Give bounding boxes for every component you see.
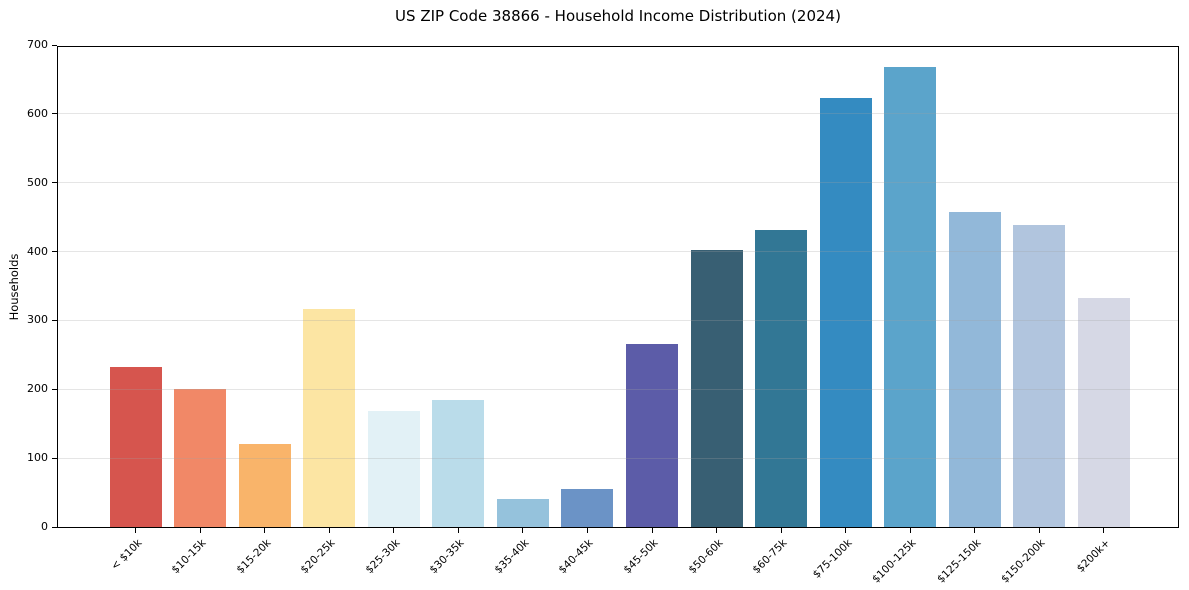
x-tick-mark [264,528,266,533]
bar-$50-60k [690,250,743,527]
y-tick-label: 300 [27,313,48,327]
x-tick-mark [716,528,718,533]
x-tick-mark [328,528,330,533]
y-axis-label: Households [7,253,21,321]
gridline-y-100 [58,457,1178,459]
bar-$200k+ [1077,298,1130,527]
gridline-y-200 [58,388,1178,390]
x-tick-mark [845,528,847,533]
y-tick-mark [52,388,57,390]
x-tick-mark [393,528,395,533]
bar-$45-50k [626,343,679,527]
bar-$35-40k [496,499,549,527]
bar-$25-30k [367,411,420,527]
plot-area: 0 100 200 300 400 500 600 700 < $10k $10-15k $15-2… [27,38,1179,586]
gridline-y-400 [58,251,1178,253]
x-tick-mark [457,528,459,533]
gridline-y-300 [58,319,1178,321]
y-tick-label: 400 [27,244,48,258]
y-tick-label: 600 [27,106,48,120]
y-tick-mark [52,44,57,46]
bar-$75-100k [819,98,872,527]
x-tick-mark [199,528,201,533]
bar-$30-35k [432,399,485,527]
gridline-y-600 [58,113,1178,115]
x-tick-mark [1103,528,1105,533]
bar-$60-75k [755,230,808,527]
y-tick-mark [52,251,57,253]
x-tick-mark [651,528,653,533]
x-tick-mark [586,528,588,533]
y-tick-mark [52,113,57,115]
bar-$150-200k [1013,225,1066,527]
bar-< $10k [109,366,162,527]
x-tick-mark [1038,528,1040,533]
y-tick-mark [52,182,57,184]
x-tick-mark [780,528,782,533]
x-tick-mark [135,528,136,533]
bar-$10-15k [174,389,227,527]
y-tick-mark [52,526,57,528]
bar-$20-25k [303,309,356,527]
bar-$125-150k [948,212,1001,527]
bar-$40-45k [561,489,614,527]
y-tick-label: 200 [27,382,48,396]
bar-$15-20k [238,444,291,527]
x-tick-label: < $10k [108,537,144,573]
y-tick-label: 100 [27,451,48,465]
y-tick-mark [52,319,57,321]
y-tick-mark [52,457,57,459]
y-tick-label: 700 [27,38,48,51]
bar-$100-125k [884,67,937,527]
gridline-y-500 [58,182,1178,184]
x-tick-mark [522,528,524,533]
y-tick-label: 500 [27,175,48,189]
chart-title: US ZIP Code 38866 - Household Income Dis… [395,7,841,25]
x-tick-mark [909,528,911,533]
x-tick-mark [974,528,976,533]
y-tick-label: 0 [41,520,48,533]
